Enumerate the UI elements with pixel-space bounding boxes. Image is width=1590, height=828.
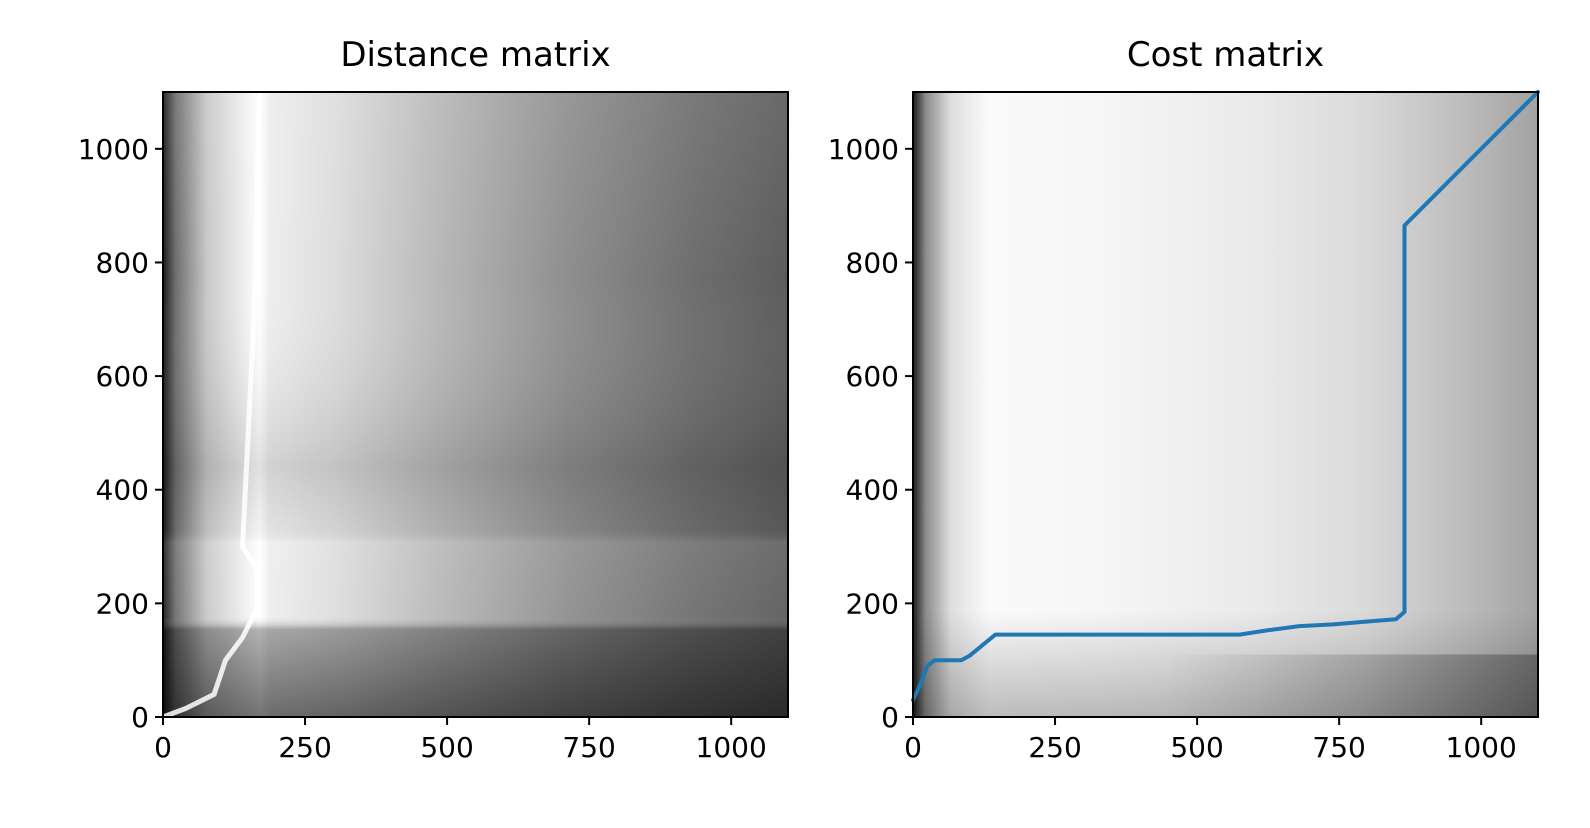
x-tick-label: 1000	[1446, 731, 1517, 764]
distance-matrix-title: Distance matrix	[340, 35, 610, 75]
x-tick-label: 1000	[696, 731, 767, 764]
x-tick-label: 250	[1028, 731, 1081, 764]
cost-matrix-title: Cost matrix	[1127, 35, 1324, 75]
x-tick-label: 0	[904, 731, 922, 764]
y-tick-label: 800	[96, 246, 149, 279]
y-tick-label: 0	[131, 701, 149, 734]
distance-matrix-heatmap	[162, 91, 788, 720]
x-tick-label: 750	[562, 731, 615, 764]
y-tick-label: 400	[96, 474, 149, 507]
y-tick-label: 200	[96, 587, 149, 620]
heatmap-valley	[162, 91, 263, 720]
distance-matrix-panel: Distance matrix 0 250 500 750 1000 0 200 400 60…	[78, 35, 789, 764]
x-tick-label: 750	[1312, 731, 1365, 764]
y-tick-label: 1000	[78, 133, 149, 166]
cost-matrix-y-ticks: 0 200 400 600 800 1000	[828, 133, 913, 734]
warping-path-line	[911, 90, 1540, 702]
cost-matrix-x-ticks: 0 250 500 750 1000	[904, 717, 1517, 764]
x-tick-label: 500	[1170, 731, 1223, 764]
x-tick-label: 500	[420, 731, 473, 764]
heatmap-corner-shading	[913, 654, 1538, 717]
y-tick-label: 600	[846, 360, 899, 393]
y-tick-label: 800	[846, 246, 899, 279]
warping-path	[911, 90, 1540, 702]
distance-matrix-y-ticks: 0 200 400 600 800 1000	[78, 133, 163, 734]
y-tick-label: 200	[846, 587, 899, 620]
y-tick-label: 1000	[828, 133, 899, 166]
x-tick-label: 0	[154, 731, 172, 764]
heatmap-shading	[163, 92, 788, 717]
axes-frame	[162, 91, 789, 718]
axes-frame	[912, 91, 1539, 718]
x-tick-label: 250	[278, 731, 331, 764]
distance-matrix-x-ticks: 0 250 500 750 1000	[154, 717, 767, 764]
y-tick-label: 600	[96, 360, 149, 393]
y-tick-label: 400	[846, 474, 899, 507]
cost-matrix-panel: Cost matrix 0 250 500 750 1000 0 200 400 600 800…	[828, 35, 1540, 764]
y-tick-label: 0	[881, 701, 899, 734]
